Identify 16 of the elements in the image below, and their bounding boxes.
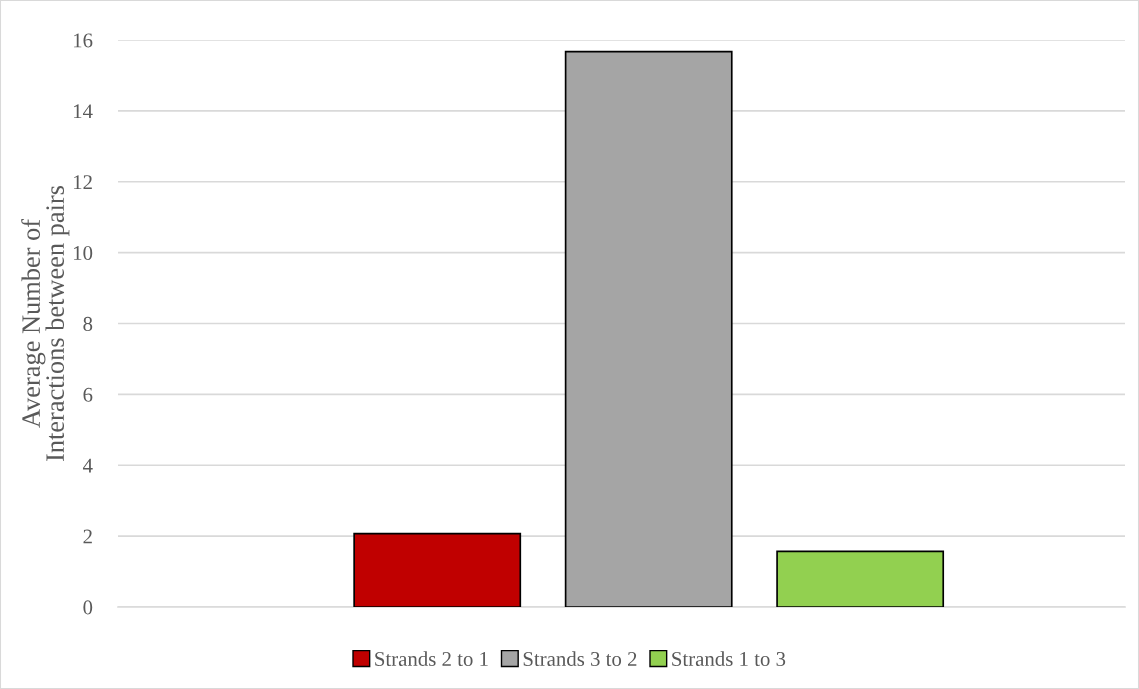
y-tick-label: 2 xyxy=(83,529,92,544)
legend-label: Strands 1 to 3 xyxy=(672,651,786,667)
y-tick-label: 14 xyxy=(74,104,93,119)
y-tick-label: 0 xyxy=(83,600,93,615)
y-axis-title: Average Number of Interactions between pairs xyxy=(21,185,70,462)
y-tick-label: 16 xyxy=(74,33,93,48)
bar xyxy=(564,50,733,607)
bar xyxy=(353,532,522,607)
y-tick-label: 12 xyxy=(74,175,92,189)
bar xyxy=(776,550,945,607)
y-tick-label: 8 xyxy=(83,316,93,331)
y-tick-label: 4 xyxy=(82,458,93,473)
legend-label: Strands 3 to 2 xyxy=(523,651,637,667)
y-tick-label: 10 xyxy=(74,246,93,261)
legend-label: Strands 2 to 1 xyxy=(375,651,488,667)
y-tick-label: 6 xyxy=(83,387,93,402)
